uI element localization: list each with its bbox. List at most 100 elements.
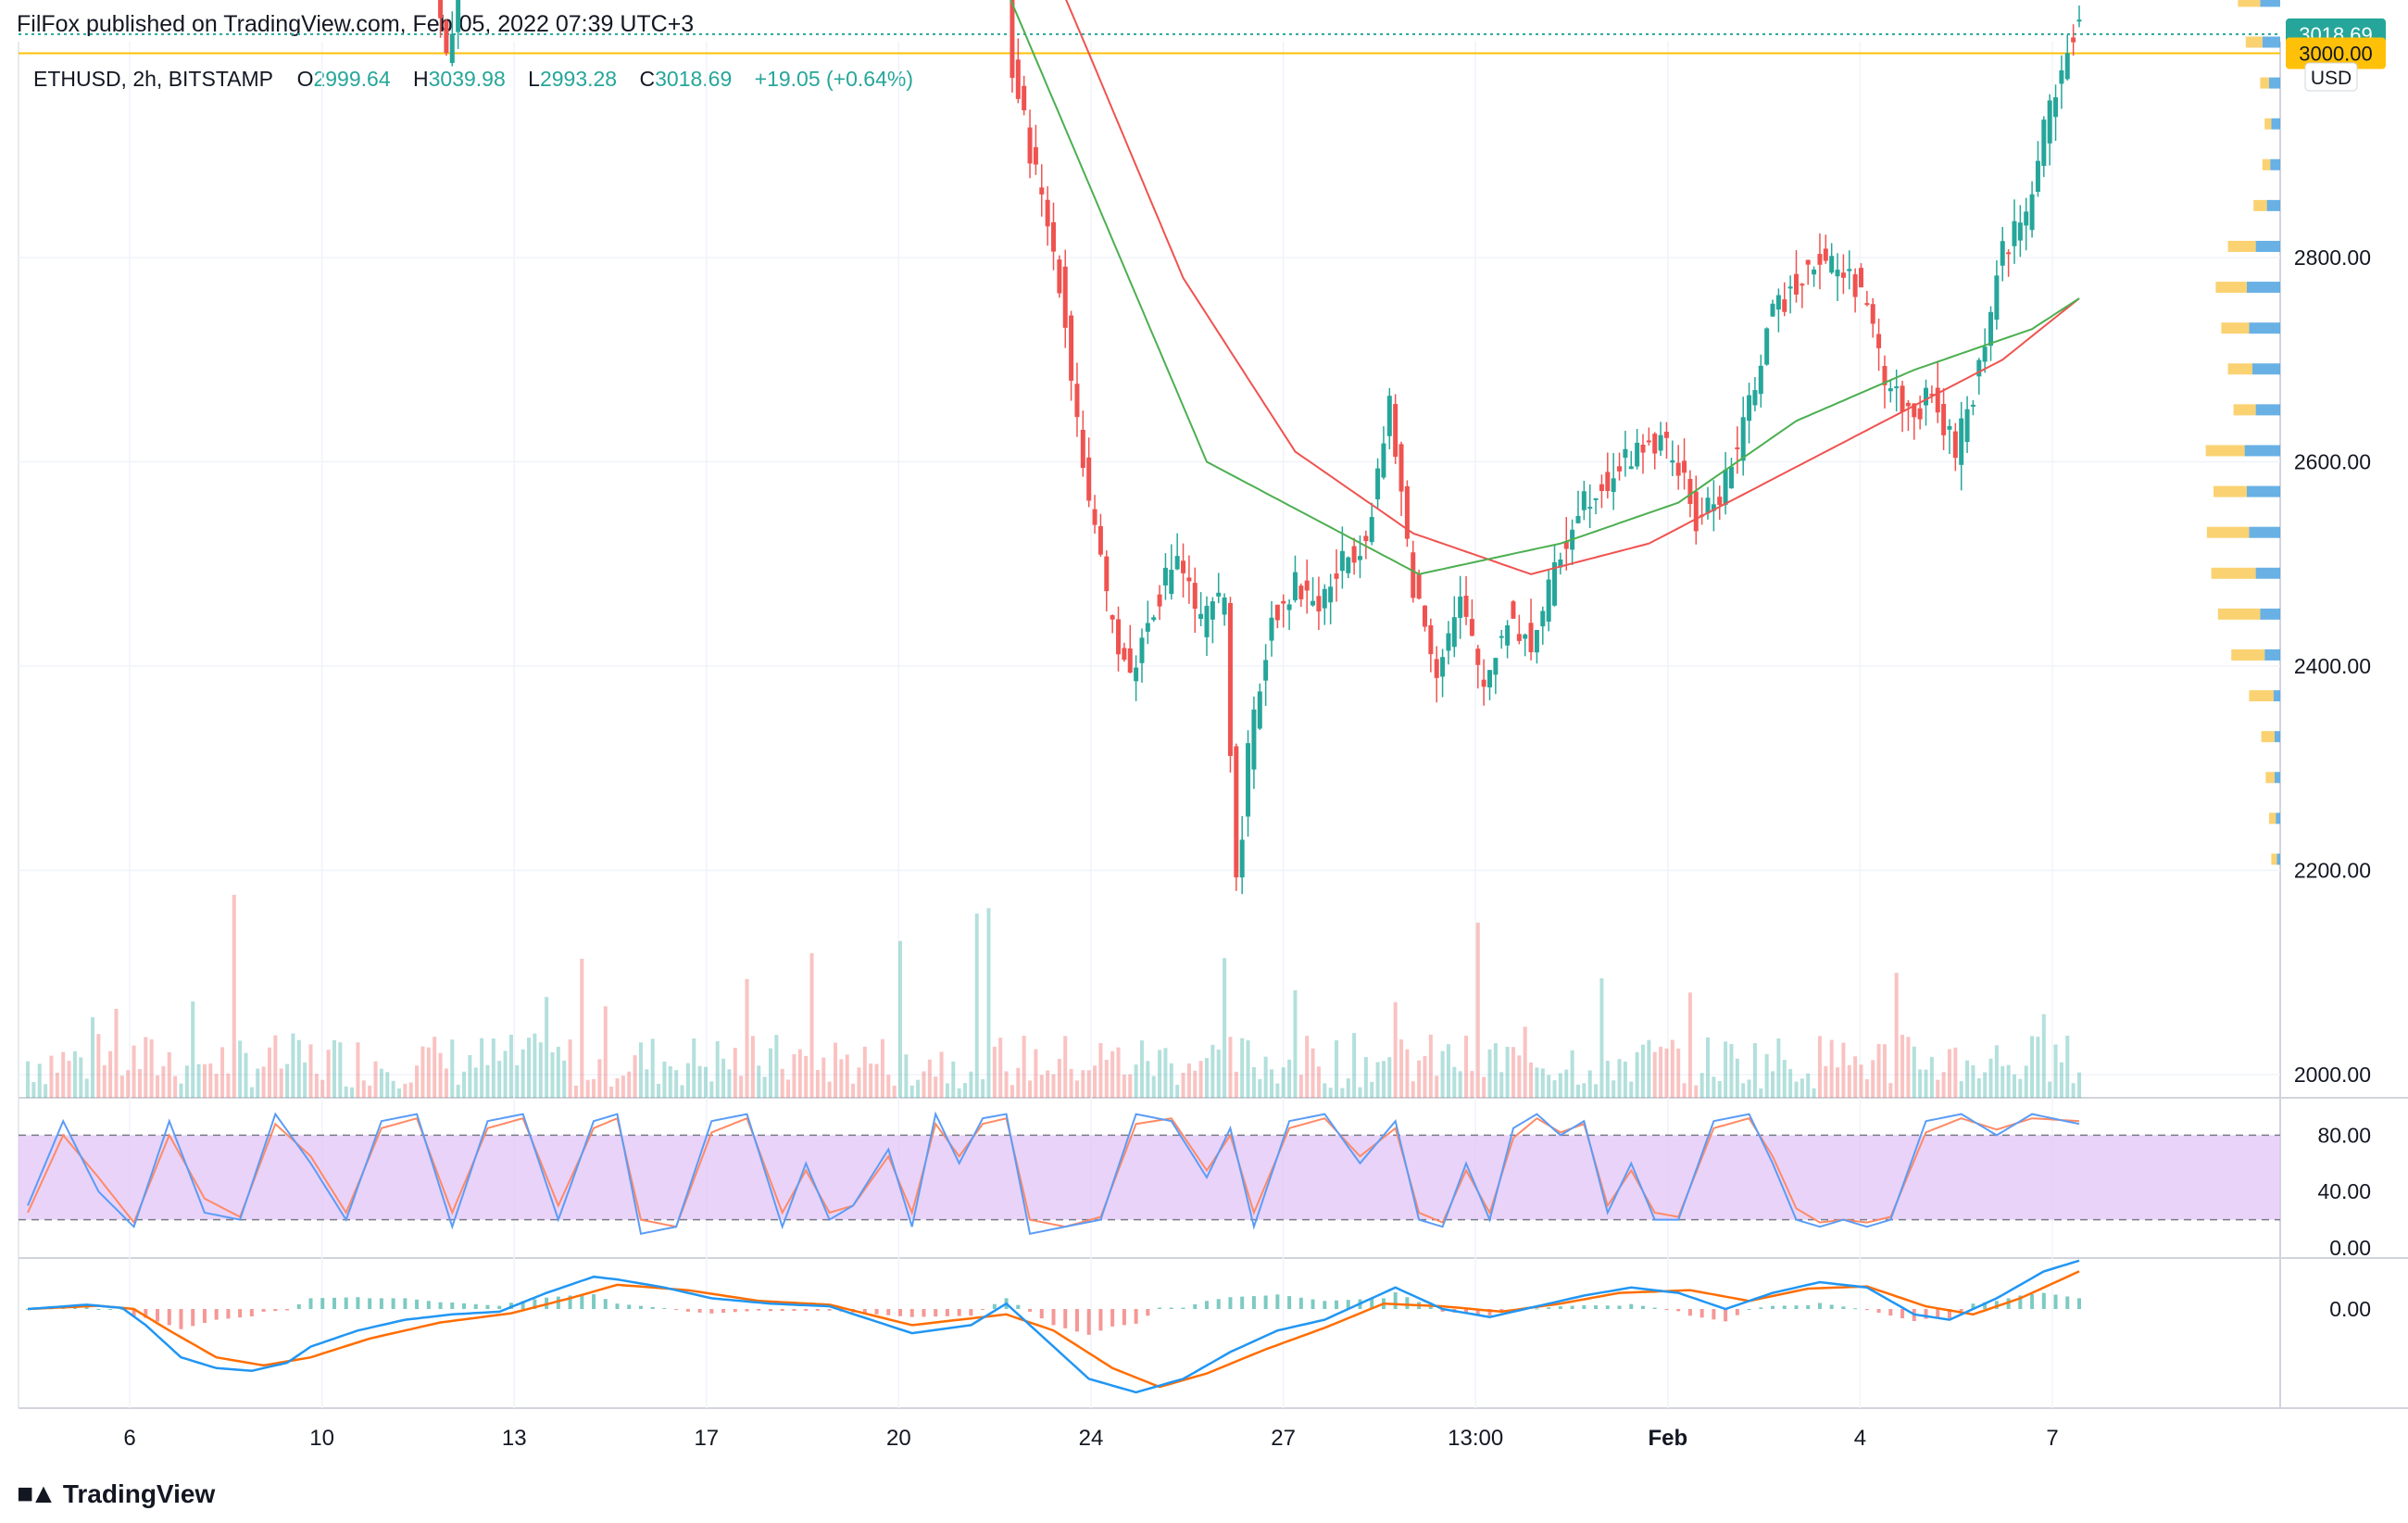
candle-body — [1994, 275, 2000, 321]
volume-profile-down — [2205, 445, 2245, 457]
macd-histogram-bar — [1335, 1300, 1339, 1309]
volume-bar — [1482, 1076, 1486, 1098]
candle-body — [1552, 561, 1558, 606]
change-value: +19.05 (+0.64%) — [754, 67, 913, 91]
volume-bar — [1128, 1074, 1133, 1098]
volume-bar — [497, 1061, 502, 1098]
macd-histogram-bar — [296, 1303, 301, 1309]
volume-bar — [721, 1058, 726, 1098]
macd-histogram-bar — [1936, 1309, 1940, 1319]
macd-histogram-bar — [733, 1309, 737, 1313]
candle-body — [1222, 597, 1227, 615]
volume-bar — [1086, 1070, 1091, 1098]
volume-bar — [291, 1033, 295, 1098]
candle-body — [1540, 610, 1546, 627]
candle-body — [1428, 624, 1434, 655]
volume-bar — [750, 1036, 755, 1098]
macd-histogram-bar — [238, 1309, 243, 1318]
price-level-badge[interactable] — [2286, 37, 2386, 69]
volume-bar — [1764, 1053, 1769, 1098]
footer-brand: TradingView — [62, 1479, 216, 1508]
volume-bar — [645, 1069, 649, 1098]
volume-profile-up — [2247, 282, 2280, 294]
volume-bar — [2030, 1036, 2035, 1098]
candle-body — [1563, 541, 1569, 549]
candle-body — [456, 0, 461, 32]
candle-body — [1829, 256, 1835, 273]
volume-bar — [1888, 1083, 1893, 1098]
volume-bar — [356, 1042, 360, 1098]
volume-bar — [845, 1054, 849, 1098]
candle-body — [1976, 359, 1982, 377]
volume-bar — [261, 1066, 266, 1098]
candle-body — [1286, 604, 1292, 610]
volume-bar — [797, 1049, 802, 1098]
volume-bar — [72, 1051, 77, 1098]
candle-body — [1593, 497, 1599, 500]
volume-bar — [1517, 1055, 1522, 1098]
volume-bar — [1098, 1042, 1103, 1098]
volume-profile-down — [2214, 485, 2247, 497]
candle-body — [1027, 127, 1033, 164]
candle-body — [1947, 425, 1952, 430]
candle-body — [1481, 679, 1486, 687]
volume-bar — [2059, 1062, 2063, 1098]
candle-body — [1605, 472, 1611, 492]
macd-histogram-bar — [308, 1298, 313, 1309]
candle-body — [1652, 434, 1658, 454]
macd-histogram-bar — [84, 1307, 89, 1309]
volume-bar — [1417, 1060, 1422, 1098]
volume-bar — [485, 1064, 490, 1098]
volume-bar — [1676, 1048, 1681, 1098]
candle-body — [1339, 550, 1345, 572]
volume-bar — [545, 997, 549, 1098]
volume-bar — [326, 1050, 331, 1098]
volume-bar — [1328, 1088, 1333, 1098]
macd-histogram-bar — [650, 1306, 655, 1309]
symbol-legend: ETHUSD, 2h, BITSTAMP O2999.64 H3039.98 L… — [33, 67, 930, 92]
stochastic-band — [19, 1135, 2280, 1220]
macd-histogram-bar — [934, 1309, 938, 1317]
candle-body — [1800, 283, 1805, 286]
macd-histogram-bar — [438, 1302, 443, 1309]
volume-bar — [332, 1039, 336, 1098]
candle-body — [1852, 274, 1858, 297]
volume-bar — [102, 1064, 107, 1098]
macd-histogram-bar — [627, 1304, 632, 1309]
macd-histogram-bar — [1216, 1299, 1221, 1309]
volume-bar — [1552, 1080, 1557, 1098]
macd-histogram-bar — [26, 1309, 30, 1310]
candle-body — [1675, 462, 1681, 476]
volume-profile-up — [2247, 485, 2280, 497]
volume-bar — [1093, 1065, 1097, 1098]
candle-body — [1505, 625, 1511, 646]
macd-histogram-bar — [1853, 1308, 1858, 1310]
macd-histogram-bar — [1687, 1309, 1692, 1316]
candle-body — [1469, 619, 1474, 636]
volume-profile-down — [2253, 199, 2267, 211]
macd-histogram-bar — [757, 1309, 761, 1311]
volume-bar — [1275, 1083, 1280, 1098]
volume-bar — [1699, 1073, 1704, 1098]
currency-badge[interactable] — [2304, 62, 2358, 92]
volume-bar — [1836, 1067, 1840, 1098]
volume-bar — [31, 1082, 36, 1098]
volume-bar — [774, 1035, 779, 1098]
volume-bar — [1594, 1084, 1599, 1098]
volume-bar — [1281, 1067, 1286, 1098]
candle-body — [1900, 385, 1905, 412]
volume-bar — [1617, 1059, 1622, 1098]
candle-body — [1298, 585, 1304, 599]
volume-bar — [26, 1061, 30, 1098]
candle-body — [1941, 404, 1947, 435]
candle-body — [1912, 403, 1917, 418]
volume-bar — [1659, 1046, 1663, 1098]
volume-bar — [733, 1048, 737, 1098]
volume-bar — [1163, 1048, 1168, 1098]
candle-body — [1882, 366, 1888, 385]
volume-bar — [96, 1034, 101, 1098]
candle-body — [1251, 709, 1257, 770]
macd-histogram-bar — [226, 1309, 231, 1319]
